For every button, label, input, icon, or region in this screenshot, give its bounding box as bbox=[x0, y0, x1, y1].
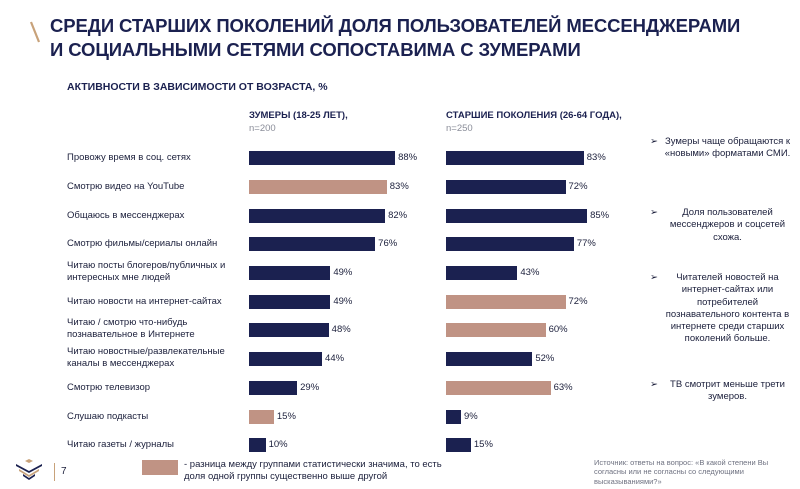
category-label: Смотрю видео на YouTube bbox=[67, 181, 185, 192]
arrow-bullet-icon: ➢ bbox=[650, 207, 658, 218]
bar-value-label: 83% bbox=[389, 181, 409, 192]
legend-swatch bbox=[142, 460, 178, 475]
series-name-older: СТАРШИЕ ПОКОЛЕНИЯ (26-64 ГОДА), bbox=[446, 110, 622, 121]
bar-older bbox=[446, 209, 588, 223]
series-n-zoomers: n=200 bbox=[249, 123, 276, 134]
title-slash-icon bbox=[29, 21, 41, 43]
bar-value-label: 44% bbox=[325, 353, 345, 364]
note-text: Зумеры чаще обращаются к «новыми» формат… bbox=[664, 136, 791, 160]
bar-value-label: 48% bbox=[331, 324, 351, 335]
bar-zoomers bbox=[249, 237, 376, 251]
bar-older bbox=[446, 410, 461, 424]
note-text: Читателей новостей на интернет-сайтах ил… bbox=[665, 272, 790, 345]
chart-title: АКТИВНОСТИ В ЗАВИСИМОСТИ ОТ ВОЗРАСТА, % bbox=[67, 81, 328, 93]
bar-zoomers bbox=[249, 295, 331, 309]
bar-older bbox=[446, 295, 566, 309]
bar-older bbox=[446, 352, 533, 366]
page-number: 7 bbox=[61, 466, 67, 477]
bar-value-label: 83% bbox=[586, 152, 606, 163]
bar-value-label: 10% bbox=[268, 439, 288, 450]
bar-value-label: 82% bbox=[388, 210, 408, 221]
legend-text: - разница между группами статистически з… bbox=[184, 459, 442, 482]
arrow-bullet-icon: ➢ bbox=[650, 136, 658, 147]
category-label: Читаю новости на интернет-сайтах bbox=[67, 296, 222, 307]
page-title: СРЕДИ СТАРШИХ ПОКОЛЕНИЙ ДОЛЯ ПОЛЬЗОВАТЕЛ… bbox=[50, 15, 741, 60]
bar-zoomers bbox=[249, 381, 298, 395]
category-label: Общаюсь в мессенджерах bbox=[67, 210, 185, 221]
bar-older bbox=[446, 266, 518, 280]
bar-older bbox=[446, 381, 551, 395]
bar-older bbox=[446, 237, 574, 251]
bar-value-label: 15% bbox=[473, 439, 493, 450]
bar-older bbox=[446, 151, 584, 165]
category-label: Смотрю фильмы/сериалы онлайн bbox=[67, 238, 218, 249]
bar-value-label: 77% bbox=[576, 238, 596, 249]
bar-value-label: 43% bbox=[520, 267, 540, 278]
bar-value-label: 72% bbox=[568, 296, 588, 307]
bar-zoomers bbox=[249, 323, 329, 337]
company-logo-icon bbox=[16, 459, 42, 480]
bar-value-label: 63% bbox=[553, 382, 573, 393]
arrow-bullet-icon: ➢ bbox=[650, 379, 658, 390]
bar-zoomers bbox=[249, 180, 387, 194]
bar-value-label: 9% bbox=[463, 411, 478, 422]
arrow-bullet-icon: ➢ bbox=[650, 272, 658, 283]
bar-value-label: 72% bbox=[568, 181, 588, 192]
source-note: Источник: ответы на вопрос: «В какой сте… bbox=[594, 458, 769, 486]
bar-zoomers bbox=[249, 438, 266, 452]
bar-value-label: 76% bbox=[378, 238, 398, 249]
category-label: Слушаю подкасты bbox=[67, 411, 149, 422]
note-text: ТВ смотрит меньше трети зумеров. bbox=[670, 379, 785, 403]
bar-value-label: 52% bbox=[535, 353, 555, 364]
logo-divider bbox=[54, 463, 55, 481]
bar-older bbox=[446, 438, 471, 452]
category-label: Читаю / смотрю что-нибудь познавательное… bbox=[67, 317, 195, 340]
bar-older bbox=[446, 180, 566, 194]
category-label: Читаю газеты / журналы bbox=[67, 439, 174, 450]
bar-zoomers bbox=[249, 410, 274, 424]
bar-zoomers bbox=[249, 266, 331, 280]
bar-zoomers bbox=[249, 209, 386, 223]
series-header-zoomers: ЗУМЕРЫ (18-25 ЛЕТ), n=200 bbox=[249, 109, 348, 135]
bar-value-label: 15% bbox=[276, 411, 296, 422]
category-label: Провожу время в соц. сетях bbox=[67, 152, 191, 163]
bar-value-label: 60% bbox=[548, 324, 568, 335]
bar-value-label: 49% bbox=[333, 267, 353, 278]
bar-older bbox=[446, 323, 546, 337]
series-n-older: n=250 bbox=[446, 123, 473, 134]
category-label: Читаю новостные/развлекательные каналы в… bbox=[67, 346, 225, 369]
category-label: Читаю посты блогеров/публичных и интерес… bbox=[67, 260, 226, 283]
bar-value-label: 29% bbox=[300, 382, 320, 393]
category-label: Смотрю телевизор bbox=[67, 382, 151, 393]
bar-zoomers bbox=[249, 352, 323, 366]
bar-value-label: 88% bbox=[398, 152, 418, 163]
note-text: Доля пользователей мессенджеров и соцсет… bbox=[669, 207, 786, 243]
series-name-zoomers: ЗУМЕРЫ (18-25 ЛЕТ), bbox=[249, 110, 348, 121]
bar-zoomers bbox=[249, 151, 396, 165]
bar-value-label: 49% bbox=[333, 296, 353, 307]
series-header-older: СТАРШИЕ ПОКОЛЕНИЯ (26-64 ГОДА), n=250 bbox=[446, 109, 622, 135]
bar-value-label: 85% bbox=[590, 210, 610, 221]
